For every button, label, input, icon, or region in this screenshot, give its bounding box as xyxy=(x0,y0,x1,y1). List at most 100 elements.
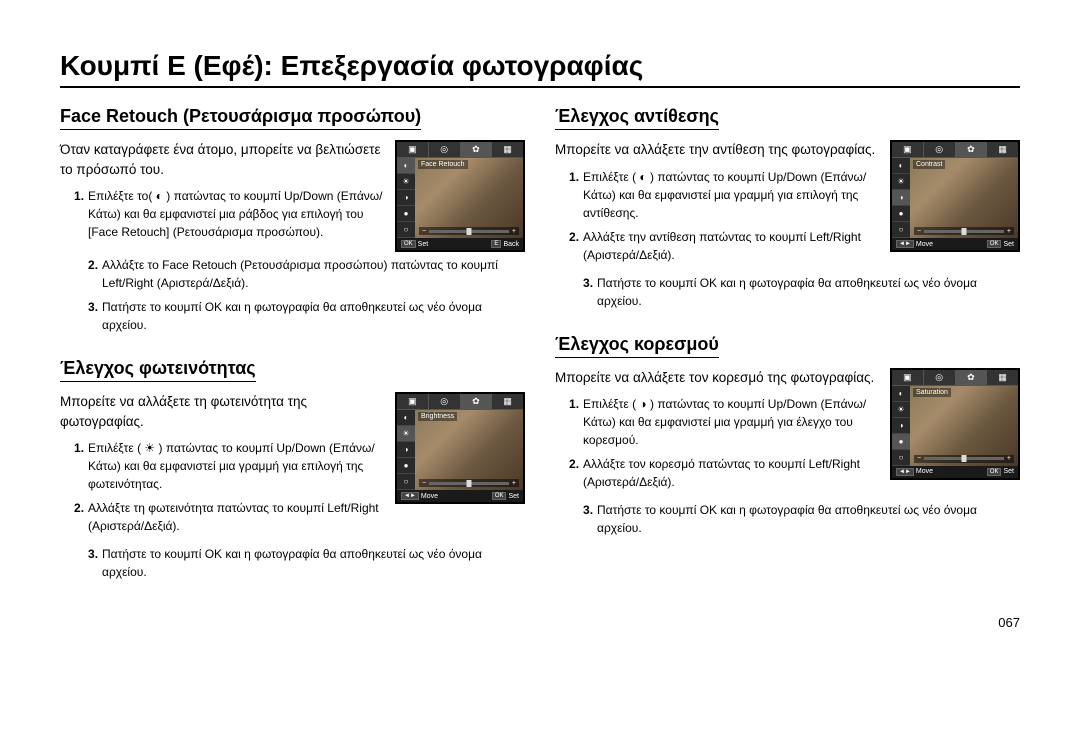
screen-tab-icon: ▦ xyxy=(987,142,1018,157)
side-menu-icon: ☀ xyxy=(892,402,910,418)
screen-tab-icon: ◎ xyxy=(429,394,461,409)
side-menu-icon: ◑ xyxy=(397,442,415,458)
footer-label: Back xyxy=(503,241,519,248)
intro-text: Όταν καταγράφετε ένα άτομο, μπορείτε να … xyxy=(60,140,385,179)
ok-button-icon: OK xyxy=(401,240,416,248)
side-menu-icon: ☀ xyxy=(892,174,910,190)
page-number: 067 xyxy=(60,615,1020,630)
screen-tab-icon: ✿ xyxy=(461,142,493,157)
move-button-icon: ◄► xyxy=(896,468,914,476)
footer-label: Set xyxy=(1003,468,1014,475)
steps-list-cont: Πατήστε το κουμπί OK και η φωτογραφία θα… xyxy=(60,545,525,581)
intro-text: Μπορείτε να αλλάξετε τη φωτεινότητα της … xyxy=(60,392,385,431)
section-title: Έλεγχος φωτεινότητας xyxy=(60,358,256,382)
side-menu-icon: ◑ xyxy=(397,190,415,206)
ok-button-icon: OK xyxy=(987,240,1002,248)
slider-minus-icon: − xyxy=(422,480,426,487)
two-column-layout: Face Retouch (Ρετουσάρισμα προσώπου) Ότα… xyxy=(60,106,1020,605)
intro-text: Μπορείτε να αλλάξετε τον κορεσμό της φωτ… xyxy=(555,368,880,388)
step-item: Πατήστε το κουμπί OK και η φωτογραφία θα… xyxy=(88,545,525,581)
camera-screen-brightness: ▣ ◎ ✿ ▦ ◐ ☀ ◑ ● ○ B xyxy=(395,392,525,504)
side-menu-icon: ● xyxy=(892,206,910,222)
slider-plus-icon: + xyxy=(1007,455,1011,462)
slider-minus-icon: − xyxy=(917,228,921,235)
slider-minus-icon: − xyxy=(422,228,426,235)
screen-tab-icon: ◎ xyxy=(429,142,461,157)
adjustment-slider: − + xyxy=(419,479,519,487)
screen-mode-label: Saturation xyxy=(913,388,951,397)
side-menu-icon: ☀ xyxy=(397,426,415,442)
slider-minus-icon: − xyxy=(917,455,921,462)
side-menu-icon: ◐ xyxy=(892,386,910,402)
section-title: Face Retouch (Ρετουσάρισμα προσώπου) xyxy=(60,106,421,130)
step-item: Πατήστε το κουμπί OK και η φωτογραφία θα… xyxy=(583,501,1020,537)
section-title: Έλεγχος αντίθεσης xyxy=(555,106,719,130)
footer-label: Move xyxy=(916,241,933,248)
side-menu-icon: ◐ xyxy=(397,410,415,426)
steps-list-cont: Αλλάξτε το Face Retouch (Ρετουσάρισμα πρ… xyxy=(60,256,525,334)
move-button-icon: ◄► xyxy=(401,492,419,500)
adjustment-slider: − + xyxy=(419,227,519,235)
side-menu-icon: ◑ xyxy=(892,190,910,206)
camera-screen-saturation: ▣ ◎ ✿ ▦ ◐ ☀ ◑ ● ○ S xyxy=(890,368,1020,480)
slider-plus-icon: + xyxy=(512,480,516,487)
camera-screen-face-retouch: ▣ ◎ ✿ ▦ ◐ ☀ ◑ ● ○ F xyxy=(395,140,525,252)
step-item: Αλλάξτε τον κορεσμό πατώντας το κουμπί L… xyxy=(569,455,880,491)
footer-label: Set xyxy=(508,493,519,500)
section-brightness: Έλεγχος φωτεινότητας Μπορείτε να αλλάξετ… xyxy=(60,358,525,581)
side-menu-icon: ◐ xyxy=(397,158,415,174)
screen-tab-icon: ✿ xyxy=(956,142,988,157)
screen-tab-icon: ✿ xyxy=(956,370,988,385)
side-menu-icon: ● xyxy=(397,458,415,474)
camera-screen-contrast: ▣ ◎ ✿ ▦ ◐ ☀ ◑ ● ○ C xyxy=(890,140,1020,252)
footer-label: Set xyxy=(418,241,429,248)
intro-text: Μπορείτε να αλλάξετε την αντίθεση της φω… xyxy=(555,140,880,160)
screen-tab-icon: ◎ xyxy=(924,142,956,157)
side-menu-icon: ○ xyxy=(892,222,910,238)
adjustment-slider: − + xyxy=(914,227,1014,235)
ok-button-icon: OK xyxy=(492,492,507,500)
screen-tab-icon: ✿ xyxy=(461,394,493,409)
preview-photo: Contrast − + xyxy=(910,158,1018,238)
footer-label: Set xyxy=(1003,241,1014,248)
side-menu-icon: ● xyxy=(397,206,415,222)
steps-list: Επιλέξτε ( ◑ ) πατώντας το κουμπί Up/Dow… xyxy=(555,395,880,491)
right-column: Έλεγχος αντίθεσης Μπορείτε να αλλάξετε τ… xyxy=(555,106,1020,605)
preview-photo: Saturation − + xyxy=(910,386,1018,466)
screen-tab-icon: ▣ xyxy=(397,394,429,409)
side-menu-icon: ☀ xyxy=(397,174,415,190)
screen-tab-icon: ◎ xyxy=(924,370,956,385)
step-item: Επιλέξτε ( ◑ ) πατώντας το κουμπί Up/Dow… xyxy=(569,395,880,449)
screen-tab-icon: ▦ xyxy=(492,394,523,409)
section-face-retouch: Face Retouch (Ρετουσάρισμα προσώπου) Ότα… xyxy=(60,106,525,334)
side-menu-icon: ○ xyxy=(397,222,415,238)
side-menu-icon: ○ xyxy=(892,450,910,466)
slider-plus-icon: + xyxy=(512,228,516,235)
move-button-icon: ◄► xyxy=(896,240,914,248)
screen-mode-label: Face Retouch xyxy=(418,160,468,169)
screen-tab-icon: ▣ xyxy=(397,142,429,157)
side-menu-icon: ○ xyxy=(397,474,415,490)
side-menu-icon: ● xyxy=(892,434,910,450)
step-item: Αλλάξτε το Face Retouch (Ρετουσάρισμα πρ… xyxy=(88,256,525,292)
steps-list: Επιλέξτε το( ◐ ) πατώντας το κουμπί Up/D… xyxy=(60,187,385,241)
screen-mode-label: Brightness xyxy=(418,412,457,421)
section-contrast: Έλεγχος αντίθεσης Μπορείτε να αλλάξετε τ… xyxy=(555,106,1020,310)
footer-label: Move xyxy=(421,493,438,500)
adjustment-slider: − + xyxy=(914,455,1014,463)
side-menu-icon: ◐ xyxy=(892,158,910,174)
step-item: Πατήστε το κουμπί OK και η φωτογραφία θα… xyxy=(583,274,1020,310)
steps-list-cont: Πατήστε το κουμπί OK και η φωτογραφία θα… xyxy=(555,501,1020,537)
preview-photo: Face Retouch − + xyxy=(415,158,523,238)
step-item: Αλλάξτε τη φωτεινότητα πατώντας το κουμπ… xyxy=(74,499,385,535)
preview-photo: Brightness − + xyxy=(415,410,523,490)
back-button-icon: E xyxy=(491,240,501,248)
screen-tab-icon: ▦ xyxy=(987,370,1018,385)
slider-plus-icon: + xyxy=(1007,228,1011,235)
section-saturation: Έλεγχος κορεσμού Μπορείτε να αλλάξετε το… xyxy=(555,334,1020,538)
section-title: Έλεγχος κορεσμού xyxy=(555,334,719,358)
screen-mode-label: Contrast xyxy=(913,160,945,169)
steps-list: Επιλέξτε ( ◐ ) πατώντας το κουμπί Up/Dow… xyxy=(555,168,880,264)
steps-list-cont: Πατήστε το κουμπί OK και η φωτογραφία θα… xyxy=(555,274,1020,310)
screen-tab-icon: ▣ xyxy=(892,370,924,385)
